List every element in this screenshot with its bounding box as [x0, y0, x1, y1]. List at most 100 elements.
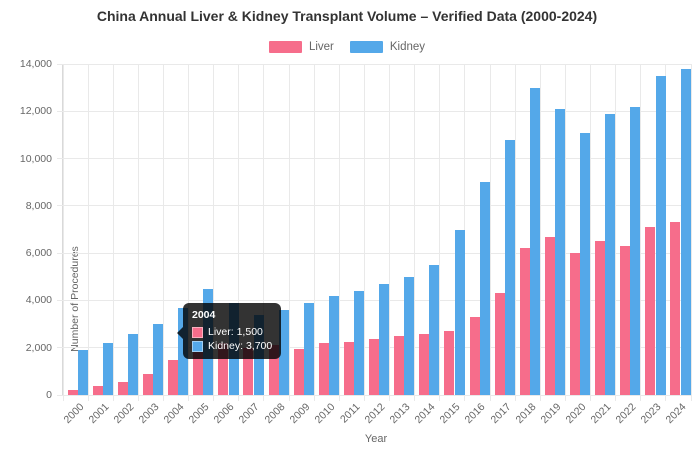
x-gridline — [188, 64, 190, 401]
x-tick-label-2017: 2017 — [488, 401, 514, 427]
x-tick-label-2022: 2022 — [613, 401, 639, 427]
bar-kidney-2010[interactable] — [329, 295, 339, 395]
y-tick-label-0: 0 — [46, 389, 52, 401]
x-tick-label-2020: 2020 — [563, 401, 589, 427]
x-gridline — [615, 64, 617, 401]
x-gridline — [539, 64, 541, 401]
x-tick-label-2016: 2016 — [462, 401, 488, 427]
legend-item-kidney[interactable]: Kidney — [349, 41, 425, 53]
x-gridline — [62, 64, 64, 401]
bar-liver-2016[interactable] — [469, 316, 480, 395]
bar-kidney-2022[interactable] — [630, 106, 641, 395]
kidney-legend-swatch — [349, 41, 383, 53]
bar-kidney-2019[interactable] — [555, 108, 566, 395]
x-axis-title: Year — [364, 433, 388, 445]
x-tick-label-2005: 2005 — [186, 401, 212, 427]
bar-kidney-2021[interactable] — [605, 113, 616, 395]
y-tick-label-10000: 10,000 — [19, 152, 52, 165]
bar-kidney-2023[interactable] — [655, 75, 666, 395]
bar-kidney-2002[interactable] — [128, 333, 139, 395]
bar-kidney-2015[interactable] — [454, 229, 465, 395]
bar-liver-2007[interactable] — [243, 347, 254, 395]
bar-liver-2001[interactable] — [92, 385, 103, 395]
x-tick-label-2006: 2006 — [211, 401, 237, 427]
bar-kidney-2011[interactable] — [354, 290, 365, 395]
x-gridline — [313, 64, 315, 401]
bar-liver-2020[interactable] — [570, 253, 580, 395]
bar-kidney-2013[interactable] — [404, 276, 415, 395]
y-gridline — [57, 205, 691, 207]
x-tick-label-2015: 2015 — [437, 401, 463, 427]
bar-liver-2009[interactable] — [293, 348, 304, 395]
chart-title: China Annual Liver & Kidney Transplant V… — [96, 8, 598, 24]
x-gridline — [213, 64, 215, 401]
bar-liver-2004[interactable] — [168, 359, 179, 395]
x-gridline — [439, 64, 441, 401]
x-tick-label-2014: 2014 — [412, 401, 438, 427]
bar-liver-2010[interactable] — [318, 343, 329, 395]
x-gridline — [464, 64, 466, 401]
x-gridline — [112, 64, 114, 401]
x-gridline — [363, 64, 365, 401]
bar-liver-2014[interactable] — [419, 333, 430, 395]
x-gridline — [590, 64, 592, 401]
bar-liver-2023[interactable] — [645, 227, 656, 395]
legend: Liver Kidney — [0, 41, 694, 53]
liver-tooltip-swatch — [192, 326, 203, 338]
y-gridline — [57, 299, 691, 301]
bar-kidney-2001[interactable] — [102, 343, 113, 395]
x-gridline — [690, 64, 692, 401]
bar-kidney-2009[interactable] — [303, 302, 314, 395]
bar-liver-2017[interactable] — [494, 293, 505, 395]
x-tick-label-2018: 2018 — [513, 401, 539, 427]
bar-kidney-2003[interactable] — [153, 324, 164, 395]
x-tick-label-2008: 2008 — [261, 401, 288, 427]
x-gridline — [640, 64, 642, 401]
bar-kidney-2016[interactable] — [479, 182, 490, 395]
x-gridline — [288, 64, 290, 401]
x-gridline — [389, 64, 391, 401]
bar-liver-2012[interactable] — [369, 339, 380, 395]
bar-liver-2006[interactable] — [218, 343, 229, 395]
bar-liver-2024[interactable] — [670, 222, 681, 395]
legend-item-liver[interactable]: Liver — [268, 41, 334, 53]
x-gridline — [162, 64, 164, 401]
liver-legend-label: Liver — [308, 41, 334, 53]
bar-kidney-2012[interactable] — [379, 283, 390, 395]
bar-liver-2018[interactable] — [519, 248, 530, 395]
bar-liver-2008[interactable] — [268, 345, 279, 395]
bar-liver-2019[interactable] — [544, 236, 555, 395]
x-tick-label-2019: 2019 — [538, 401, 564, 427]
bar-kidney-2014[interactable] — [429, 264, 440, 395]
bar-liver-2022[interactable] — [620, 246, 631, 395]
bar-liver-2005[interactable] — [193, 350, 204, 395]
x-gridline — [489, 64, 491, 401]
y-tick-label-2000: 2,000 — [25, 341, 52, 354]
plot-area: Number of Procedures 02,0004,0006,0008,0… — [20, 58, 692, 426]
bar-kidney-2008[interactable] — [278, 309, 289, 395]
bar-kidney-2020[interactable] — [580, 132, 591, 395]
bar-kidney-2000[interactable] — [77, 350, 88, 395]
y-gridline — [57, 63, 691, 65]
bar-kidney-2017[interactable] — [504, 139, 515, 395]
tooltip-liver-value: Liver: 1,500 — [208, 326, 263, 338]
bar-liver-2015[interactable] — [444, 331, 455, 395]
bar-kidney-2018[interactable] — [529, 87, 540, 395]
x-tick-label-2007: 2007 — [236, 401, 262, 427]
y-tick-label-8000: 8,000 — [25, 199, 52, 212]
bar-liver-2000[interactable] — [67, 390, 78, 395]
bar-liver-2002[interactable] — [117, 382, 128, 395]
y-tick-label-4000: 4,000 — [25, 294, 52, 307]
y-tick-label-14000: 14,000 — [19, 58, 52, 70]
x-tick-label-2003: 2003 — [136, 401, 162, 427]
x-gridline — [414, 64, 416, 401]
bar-liver-2013[interactable] — [394, 335, 405, 395]
x-tick-label-2024: 2024 — [663, 401, 689, 427]
bar-kidney-2024[interactable] — [680, 68, 691, 395]
bar-liver-2003[interactable] — [142, 373, 153, 395]
y-tick-label-6000: 6,000 — [25, 247, 52, 260]
bar-liver-2011[interactable] — [343, 341, 354, 395]
y-gridline — [57, 110, 691, 112]
bar-liver-2021[interactable] — [595, 241, 606, 395]
